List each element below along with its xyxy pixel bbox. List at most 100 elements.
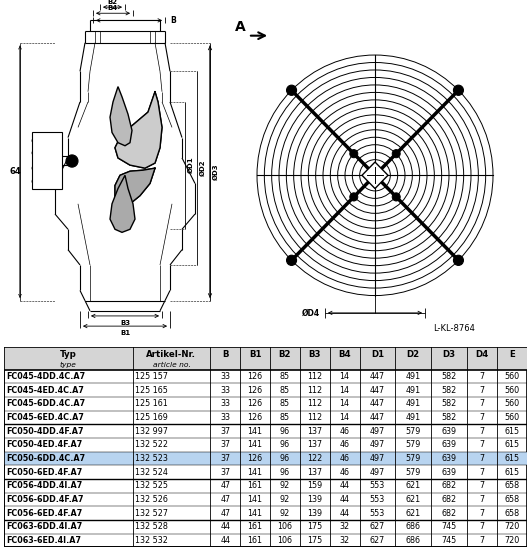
Text: 682: 682 bbox=[442, 495, 457, 504]
Text: FC050-6ED.4F.A7: FC050-6ED.4F.A7 bbox=[6, 468, 83, 477]
Text: 126: 126 bbox=[247, 399, 263, 408]
Text: 720: 720 bbox=[504, 536, 519, 545]
Bar bbox=[32, 133, 62, 189]
Text: 137: 137 bbox=[307, 468, 322, 477]
Text: 132 997: 132 997 bbox=[135, 427, 168, 436]
Text: 112: 112 bbox=[307, 399, 322, 408]
Text: ØD1: ØD1 bbox=[188, 157, 194, 173]
Text: B: B bbox=[222, 350, 228, 359]
Circle shape bbox=[456, 257, 461, 263]
Text: 92: 92 bbox=[280, 481, 290, 490]
Text: 491: 491 bbox=[406, 386, 421, 394]
Text: 32: 32 bbox=[339, 536, 350, 545]
Text: 92: 92 bbox=[280, 509, 290, 518]
Text: 125 157: 125 157 bbox=[135, 372, 168, 381]
Text: 44: 44 bbox=[340, 495, 349, 504]
Circle shape bbox=[66, 155, 78, 167]
Text: 7: 7 bbox=[479, 481, 484, 490]
Circle shape bbox=[287, 85, 296, 95]
Text: 33: 33 bbox=[220, 399, 230, 408]
Text: 720: 720 bbox=[504, 522, 519, 531]
Text: 132 525: 132 525 bbox=[135, 481, 168, 490]
Circle shape bbox=[287, 255, 296, 266]
Text: 33: 33 bbox=[220, 386, 230, 394]
Text: 32: 32 bbox=[339, 522, 350, 531]
Text: 106: 106 bbox=[277, 536, 293, 545]
Text: 658: 658 bbox=[504, 495, 519, 504]
Text: 14: 14 bbox=[340, 386, 349, 394]
Text: B1: B1 bbox=[249, 350, 261, 359]
Text: 106: 106 bbox=[277, 522, 293, 531]
Text: 553: 553 bbox=[370, 495, 385, 504]
Text: 139: 139 bbox=[307, 509, 322, 518]
Text: 682: 682 bbox=[442, 481, 457, 490]
Text: 491: 491 bbox=[406, 372, 421, 381]
Text: 579: 579 bbox=[406, 454, 421, 463]
Text: 37: 37 bbox=[220, 468, 230, 477]
Text: 37: 37 bbox=[220, 454, 230, 463]
Polygon shape bbox=[110, 175, 135, 232]
Text: 497: 497 bbox=[370, 427, 385, 436]
Text: 560: 560 bbox=[504, 399, 519, 408]
Text: 125 165: 125 165 bbox=[135, 386, 168, 394]
Text: 85: 85 bbox=[280, 399, 290, 408]
Text: ØD2: ØD2 bbox=[200, 160, 206, 177]
Text: Typ: Typ bbox=[60, 350, 77, 359]
Text: 553: 553 bbox=[370, 481, 385, 490]
Text: 497: 497 bbox=[370, 454, 385, 463]
Text: FC056-6DD.4F.A7: FC056-6DD.4F.A7 bbox=[6, 495, 84, 504]
Text: 745: 745 bbox=[441, 536, 457, 545]
Text: 122: 122 bbox=[307, 454, 322, 463]
Text: 7: 7 bbox=[479, 427, 484, 436]
Text: 553: 553 bbox=[370, 509, 385, 518]
Text: 639: 639 bbox=[442, 468, 457, 477]
Bar bbox=[4, 346, 527, 370]
Text: 447: 447 bbox=[370, 413, 385, 422]
Text: 137: 137 bbox=[307, 427, 322, 436]
Text: D1: D1 bbox=[371, 350, 384, 359]
Text: 46: 46 bbox=[340, 440, 349, 449]
Text: B: B bbox=[170, 16, 176, 25]
Polygon shape bbox=[362, 162, 388, 189]
Text: 44: 44 bbox=[340, 509, 349, 518]
Circle shape bbox=[453, 85, 464, 95]
Text: 161: 161 bbox=[247, 536, 262, 545]
Text: 141: 141 bbox=[247, 509, 262, 518]
Text: D4: D4 bbox=[475, 350, 489, 359]
Text: 7: 7 bbox=[479, 468, 484, 477]
Text: 560: 560 bbox=[504, 372, 519, 381]
Text: 112: 112 bbox=[307, 413, 322, 422]
Text: 37: 37 bbox=[220, 440, 230, 449]
Text: 491: 491 bbox=[406, 413, 421, 422]
Text: 33: 33 bbox=[220, 413, 230, 422]
Circle shape bbox=[453, 255, 464, 266]
Text: 560: 560 bbox=[504, 413, 519, 422]
Text: 161: 161 bbox=[247, 522, 262, 531]
Text: 47: 47 bbox=[220, 481, 230, 490]
Text: 125 161: 125 161 bbox=[135, 399, 167, 408]
Text: 7: 7 bbox=[479, 454, 484, 463]
Text: 621: 621 bbox=[406, 509, 421, 518]
Text: 582: 582 bbox=[441, 399, 457, 408]
Text: 615: 615 bbox=[504, 427, 519, 436]
Text: type: type bbox=[60, 361, 77, 367]
Circle shape bbox=[288, 87, 295, 94]
Text: 621: 621 bbox=[406, 481, 421, 490]
Text: 141: 141 bbox=[247, 440, 262, 449]
Text: A: A bbox=[235, 20, 246, 34]
Bar bbox=[4, 452, 527, 465]
Text: 447: 447 bbox=[370, 399, 385, 408]
Text: 112: 112 bbox=[307, 386, 322, 394]
Text: Artikel-Nr.: Artikel-Nr. bbox=[147, 350, 196, 359]
Text: FC050-6DD.4C.A7: FC050-6DD.4C.A7 bbox=[6, 454, 85, 463]
Text: 7: 7 bbox=[479, 536, 484, 545]
Text: FC045-4DD.4C.A7: FC045-4DD.4C.A7 bbox=[6, 372, 85, 381]
Text: 96: 96 bbox=[280, 468, 290, 477]
Text: E: E bbox=[509, 350, 515, 359]
Text: 658: 658 bbox=[504, 481, 519, 490]
Text: 639: 639 bbox=[442, 427, 457, 436]
Text: 615: 615 bbox=[504, 454, 519, 463]
Text: 579: 579 bbox=[406, 468, 421, 477]
Text: 132 523: 132 523 bbox=[135, 454, 168, 463]
Text: 579: 579 bbox=[406, 440, 421, 449]
